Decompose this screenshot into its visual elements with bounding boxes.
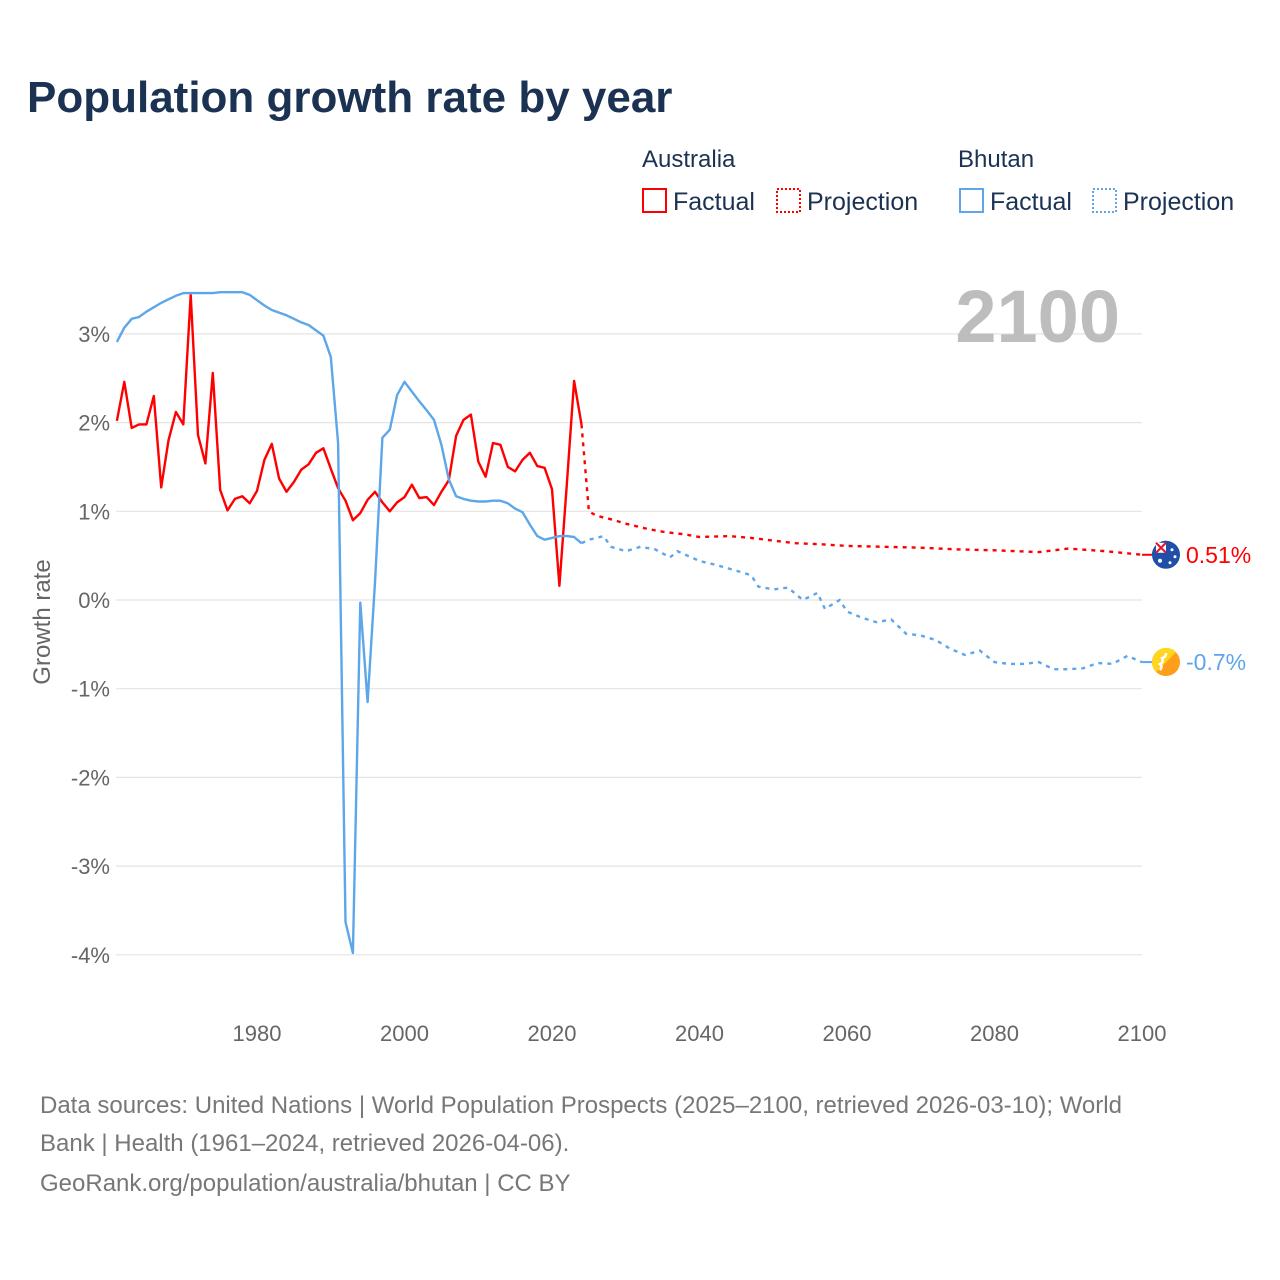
footer-attribution-link[interactable]: GeoRank.org/population/australia/bhutan … [40,1170,571,1197]
y-axis-ticks: 3% 2% 1% 0% -1% -2% -3% -4% [71,322,110,968]
footer-sources-line1: Data sources: United Nations | World Pop… [40,1092,1122,1119]
flag-yellow-half [1151,647,1176,673]
bhutan-flag-icon [1151,647,1180,677]
flag-star [1168,561,1172,565]
series-lines [115,291,1143,955]
y-tick-label: -1% [71,677,110,702]
y-tick-label: 2% [78,411,110,436]
y-tick-label: -3% [71,854,110,879]
legend-group-australia: Australia [642,146,736,173]
legend-swatch-bhutan-projection [1092,188,1117,213]
x-tick-label: 2080 [970,1021,1019,1046]
legend-label-bhutan-projection[interactable]: Projection [1123,188,1234,216]
x-tick-label: 2020 [528,1021,577,1046]
y-tick-label: -4% [71,943,110,968]
y-tick-label: 3% [78,322,110,347]
legend-swatch-australia-factual [642,188,667,213]
y-axis-label: Growth rate [29,559,56,684]
chart-title: Population growth rate by year [27,73,672,122]
legend-swatch-bhutan-factual [959,188,984,213]
bhutan-factual-line [115,291,583,955]
flag-union-red [1155,542,1167,554]
x-tick-label: 2040 [675,1021,724,1046]
y-tick-label: 1% [78,499,110,524]
legend-group-bhutan: Bhutan [958,146,1034,173]
flag-dragon [1157,653,1168,671]
x-tick-label: 2000 [380,1021,429,1046]
x-tick-label: 2060 [823,1021,872,1046]
footer-sources-line2: Bank | Health (1961–2024, retrieved 2026… [40,1130,569,1157]
legend-label-australia-factual[interactable]: Factual [673,188,755,216]
australia-factual-line [115,293,583,587]
australia-end-value-label: 0.51% [1186,542,1251,568]
current-year-label: 2100 [955,275,1120,358]
series-end-markers: 0.51% -0.7% [1142,540,1251,677]
x-axis-ticks: 1980 2000 2020 2040 2060 2080 2100 [233,1021,1167,1046]
australia-projection-line [580,424,1143,556]
legend-label-australia-projection[interactable]: Projection [807,188,918,216]
flag-star [1170,548,1174,552]
bhutan-end-value-label: -0.7% [1186,649,1246,675]
gridlines [116,333,1142,956]
flag-star [1173,555,1177,559]
bhutan-projection-line [580,534,1143,671]
x-tick-label: 2100 [1118,1021,1167,1046]
legend-label-bhutan-factual[interactable]: Factual [990,188,1072,216]
legend: Australia Factual Projection Bhutan Fact… [642,146,1234,216]
y-tick-label: -2% [71,765,110,790]
flag-star [1158,558,1162,563]
legend-swatch-australia-projection [776,188,801,213]
y-tick-label: 0% [78,588,110,613]
x-tick-label: 1980 [233,1021,282,1046]
australia-flag-icon [1152,540,1180,569]
